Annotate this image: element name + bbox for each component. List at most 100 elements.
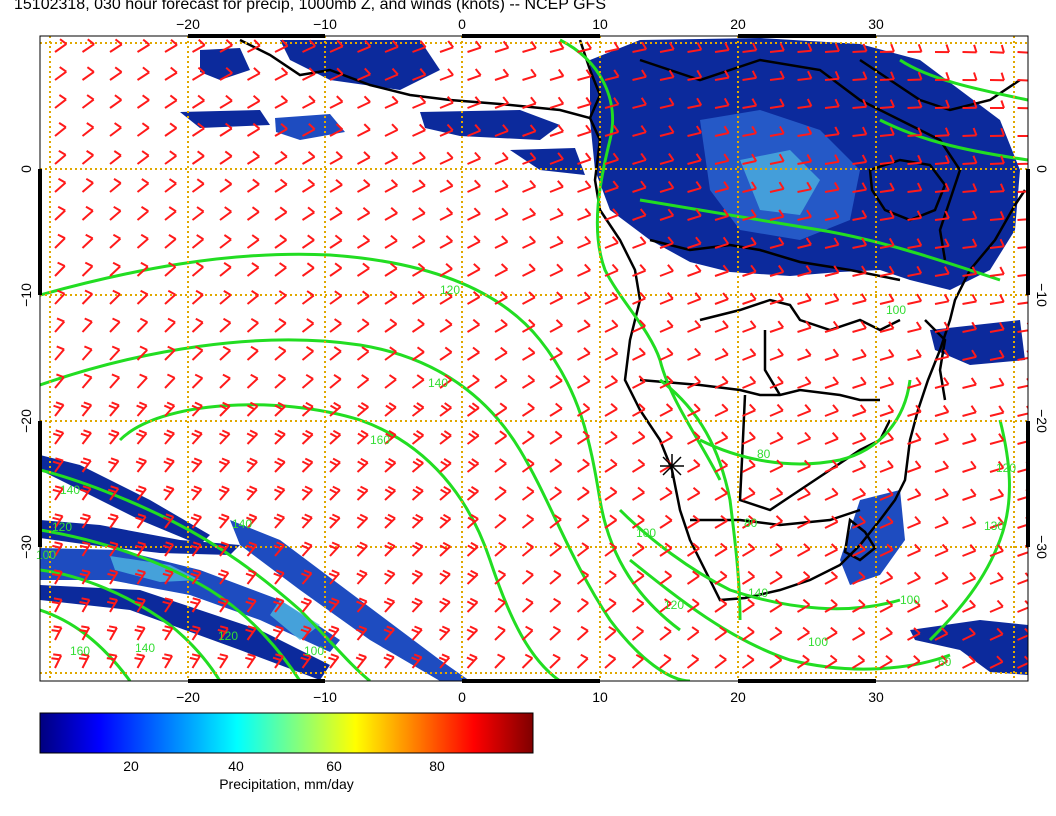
- wind-barb: [989, 162, 1005, 165]
- wind-barb-feather: [383, 600, 392, 606]
- wind-barb-feather: [356, 600, 365, 606]
- wind-barb: [521, 435, 535, 445]
- wind-barb: [109, 376, 121, 389]
- wind-barb-feather: [111, 373, 120, 379]
- wind-barb: [1017, 412, 1028, 417]
- wind-barb-feather: [223, 317, 231, 324]
- wind-barb: [549, 546, 562, 557]
- wind-barb-feather: [833, 293, 840, 301]
- wind-barb-feather: [663, 654, 672, 660]
- wind-barb-feather: [665, 486, 673, 494]
- wind-barb: [714, 325, 729, 333]
- wind-barb: [439, 490, 452, 501]
- wind-barb-feather: [56, 373, 65, 379]
- wind-barb: [659, 48, 674, 53]
- wind-barb: [164, 516, 175, 529]
- wind-barb: [907, 577, 921, 585]
- wind-barb-feather: [308, 123, 316, 130]
- wind-barb-feather: [80, 432, 89, 438]
- wind-barb: [411, 656, 423, 669]
- wind-barb-feather: [968, 655, 976, 663]
- wind-barb-feather: [218, 516, 227, 522]
- wind-barb: [384, 45, 399, 53]
- wind-barb: [522, 130, 536, 137]
- wind-barb: [356, 322, 370, 333]
- wind-barb: [246, 238, 260, 249]
- wind-barb-feather: [470, 486, 479, 492]
- wind-barb: [412, 73, 426, 81]
- wind-barb: [274, 572, 285, 585]
- wind-barb: [439, 462, 452, 473]
- wind-barb: [769, 409, 784, 417]
- wind-barb: [219, 488, 230, 501]
- wind-barb-feather: [888, 237, 895, 246]
- wind-barb: [329, 628, 340, 641]
- wind-barb: [136, 432, 148, 445]
- wind-barb-feather: [718, 654, 727, 661]
- wind-barb-feather: [803, 515, 811, 523]
- wind-barb: [549, 463, 563, 473]
- wind-barb: [439, 545, 451, 557]
- wind-barb: [714, 464, 728, 473]
- wind-barb: [136, 571, 147, 585]
- wind-barb-feather: [554, 430, 563, 438]
- wind-barb-feather: [277, 457, 286, 463]
- wind-barb: [989, 300, 1004, 305]
- wind-barb-feather: [639, 291, 647, 300]
- wind-barb: [466, 573, 479, 585]
- wind-barb-feather: [304, 541, 313, 547]
- wind-barb: [604, 435, 618, 445]
- wind-barb: [301, 405, 314, 417]
- wind-barb-feather: [441, 653, 450, 659]
- wind-barb: [467, 212, 481, 221]
- wind-barb: [136, 599, 146, 613]
- wind-barb: [164, 349, 176, 361]
- wind-barb-feather: [555, 374, 563, 382]
- contour-label: 100: [304, 644, 324, 658]
- wind-barb: [439, 379, 452, 389]
- wind-barb: [81, 98, 95, 109]
- wind-barb-feather: [584, 235, 592, 244]
- wind-barb-feather: [442, 597, 451, 603]
- wind-barb-feather: [386, 569, 396, 575]
- wind-barb-feather: [416, 430, 424, 437]
- wind-barb: [962, 577, 976, 585]
- wind-barb: [384, 406, 397, 417]
- wind-barb: [549, 213, 564, 221]
- wind-barb: [907, 355, 922, 361]
- lat-label: −30: [1034, 535, 1050, 559]
- wind-barb: [962, 162, 977, 165]
- wind-barb-feather: [944, 266, 950, 275]
- wind-barb-feather: [973, 72, 978, 81]
- wind-barb-feather: [359, 541, 368, 547]
- wind-barb-feather: [664, 570, 672, 577]
- wind-barb-feather: [415, 513, 424, 520]
- wind-barb: [1017, 662, 1028, 669]
- wind-barb: [824, 382, 839, 389]
- wind-barb: [246, 516, 258, 529]
- wind-barb-feather: [59, 66, 67, 73]
- wind-barb: [246, 461, 258, 473]
- wind-barb: [109, 515, 119, 529]
- wind-barb: [879, 604, 893, 613]
- wind-barb: [824, 465, 839, 473]
- wind-barb: [576, 435, 590, 445]
- wind-barb-feather: [969, 571, 977, 580]
- wind-barb: [54, 654, 63, 669]
- wind-barb-feather: [719, 598, 728, 605]
- wind-barb-feather: [467, 516, 476, 523]
- wind-barb: [742, 326, 756, 333]
- wind-barb: [164, 293, 176, 305]
- wind-barb: [439, 295, 453, 305]
- wind-barb: [274, 489, 286, 501]
- wind-barb: [714, 436, 728, 445]
- wind-barb: [907, 466, 921, 473]
- wind-barb: [274, 266, 287, 277]
- wind-barb: [54, 487, 64, 501]
- wind-barb-feather: [440, 460, 449, 467]
- wind-barb-feather: [224, 122, 233, 130]
- wind-barb-feather: [529, 207, 537, 215]
- wind-barb: [631, 436, 646, 445]
- wind-barb-feather: [335, 123, 344, 131]
- wind-barb: [631, 630, 645, 641]
